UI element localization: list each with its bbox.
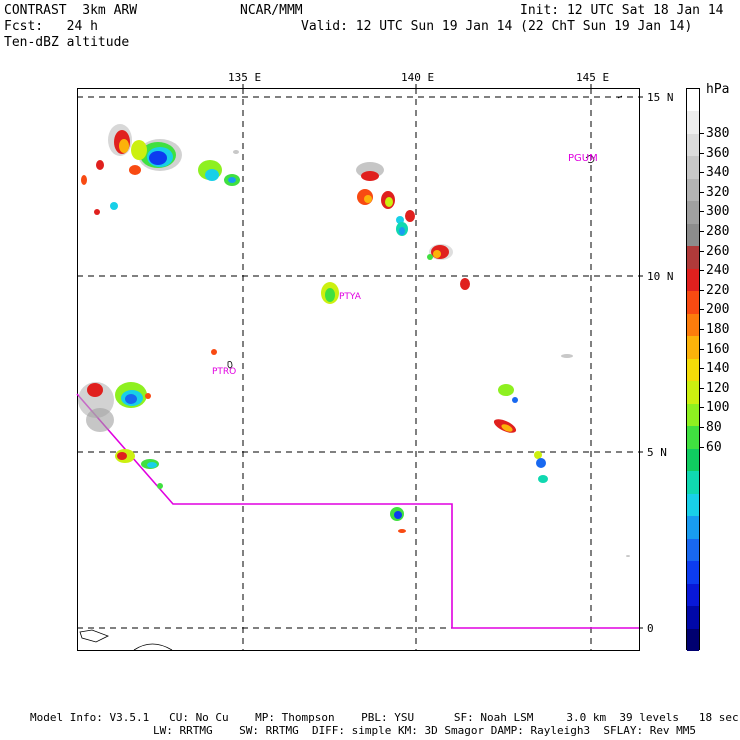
colorbar-segment: [687, 628, 699, 652]
lat-label-5n: 5 N: [647, 446, 667, 459]
colorbar-tick: [700, 289, 704, 291]
field-name: Ten-dBZ altitude: [4, 35, 130, 50]
colorbar-tick: [700, 172, 704, 174]
colorbar-tick-label: 80: [706, 420, 722, 435]
valid-time: Valid: 12 UTC Sun 19 Jan 14 (22 ChT Sun …: [301, 19, 693, 34]
colorbar-tick-label: 240: [706, 263, 730, 279]
colorbar-segment: [687, 448, 699, 472]
colorbar-tick-label: 120: [706, 380, 730, 396]
colorbar-segment: [687, 133, 699, 157]
colorbar-tick-label: 100: [706, 400, 730, 416]
colorbar-tick: [700, 270, 704, 272]
colorbar-tick: [700, 446, 704, 448]
colorbar-segment: [687, 381, 699, 405]
station-label-ptro: PTRO: [212, 367, 236, 377]
colorbar-tick: [700, 329, 704, 330]
colorbar-segment: [687, 223, 699, 247]
colorbar-segment: [687, 561, 699, 585]
forecast-hour: Fcst: 24 h: [4, 19, 98, 34]
colorbar-tick-label: 320: [706, 184, 730, 200]
colorbar-segment: [687, 426, 699, 450]
coastline-north: [617, 95, 623, 99]
lon-label-145: 145 E: [576, 71, 609, 84]
coastline-new-guinea: [79, 629, 109, 643]
colorbar-tick-label: 300: [706, 204, 730, 220]
lon-label-140: 140 E: [401, 71, 434, 84]
colorbar-segment: [687, 336, 699, 360]
colorbar-tick: [700, 368, 704, 370]
init-time: Init: 12 UTC Sat 18 Jan 14: [520, 3, 724, 18]
colorbar-segment: [687, 313, 699, 337]
colorbar-tick-label: 280: [706, 224, 730, 239]
colorbar-tick: [700, 407, 704, 409]
lat-label-10n: 10 N: [647, 270, 674, 283]
colorbar-tick-label: 360: [706, 145, 730, 161]
colorbar-segment: [687, 358, 699, 382]
colorbar-unit: hPa: [706, 82, 730, 97]
colorbar-segment: [687, 471, 699, 495]
colorbar-tick-label: 220: [706, 282, 730, 298]
station-label-ptya: PTYA: [339, 292, 362, 302]
colorbar-segment: [687, 246, 699, 270]
colorbar-segment: [687, 538, 699, 562]
colorbar-tick: [700, 387, 704, 389]
center-label: NCAR/MMM: [240, 3, 303, 18]
coastline-palau: [227, 361, 233, 369]
colorbar-tick-label: 380: [706, 126, 730, 141]
model-info-line2: LW: RRTMG SW: RRTMG DIFF: simple KM: 3D …: [153, 724, 697, 737]
colorbar-segment: [687, 606, 699, 629]
station-label-pgum: PGUM: [568, 153, 598, 164]
colorbar-tick: [700, 191, 704, 193]
colorbar-tick: [700, 427, 704, 428]
lat-label-15n: 15 N: [647, 91, 674, 104]
colorbar-tick: [700, 152, 704, 154]
model-title: CONTRAST 3km ARW: [4, 3, 138, 18]
colorbar-tick-label: 160: [706, 341, 730, 357]
colorbar-tick-label: 340: [706, 165, 730, 181]
colorbar-segment: [687, 268, 699, 292]
colorbar-segment: [687, 156, 699, 180]
colorbar-tick-label: 60: [706, 439, 722, 455]
colorbar-tick: [700, 133, 704, 134]
colorbar-segment: [687, 178, 699, 202]
lat-label-0: 0: [647, 622, 654, 635]
colorbar-tick: [700, 250, 704, 252]
colorbar-segment: [687, 403, 699, 427]
model-info-line1: Model Info: V3.5.1 CU: No Cu MP: Thompso…: [30, 711, 739, 724]
colorbar-tick: [700, 309, 704, 311]
colorbar-tick: [700, 348, 704, 350]
colorbar-segment: [687, 111, 699, 135]
colorbar-tick-label: 260: [706, 243, 730, 259]
colorbar-segment: [687, 516, 699, 540]
coastline-guam: [585, 155, 595, 164]
boundary-line: [76, 393, 639, 629]
lon-label-135: 135 E: [228, 71, 261, 84]
graticule: [77, 88, 639, 650]
colorbar-segment: [687, 493, 699, 517]
colorbar-segment: [687, 583, 699, 607]
echo-cells: [78, 124, 630, 557]
axis-ticks: [242, 84, 643, 629]
colorbar-segment: [687, 89, 699, 112]
coastline-south: [133, 643, 173, 651]
colorbar-tick: [700, 211, 704, 213]
colorbar-tick-label: 180: [706, 322, 730, 337]
colorbar-segment: [687, 291, 699, 315]
colorbar-tick-label: 140: [706, 361, 730, 377]
colorbar-tick-label: 200: [706, 302, 730, 318]
coastlines: [79, 95, 623, 651]
colorbar-segment: [687, 201, 699, 225]
colorbar-tick: [700, 231, 704, 232]
map-frame: [77, 88, 640, 651]
colorbar: [686, 88, 700, 652]
